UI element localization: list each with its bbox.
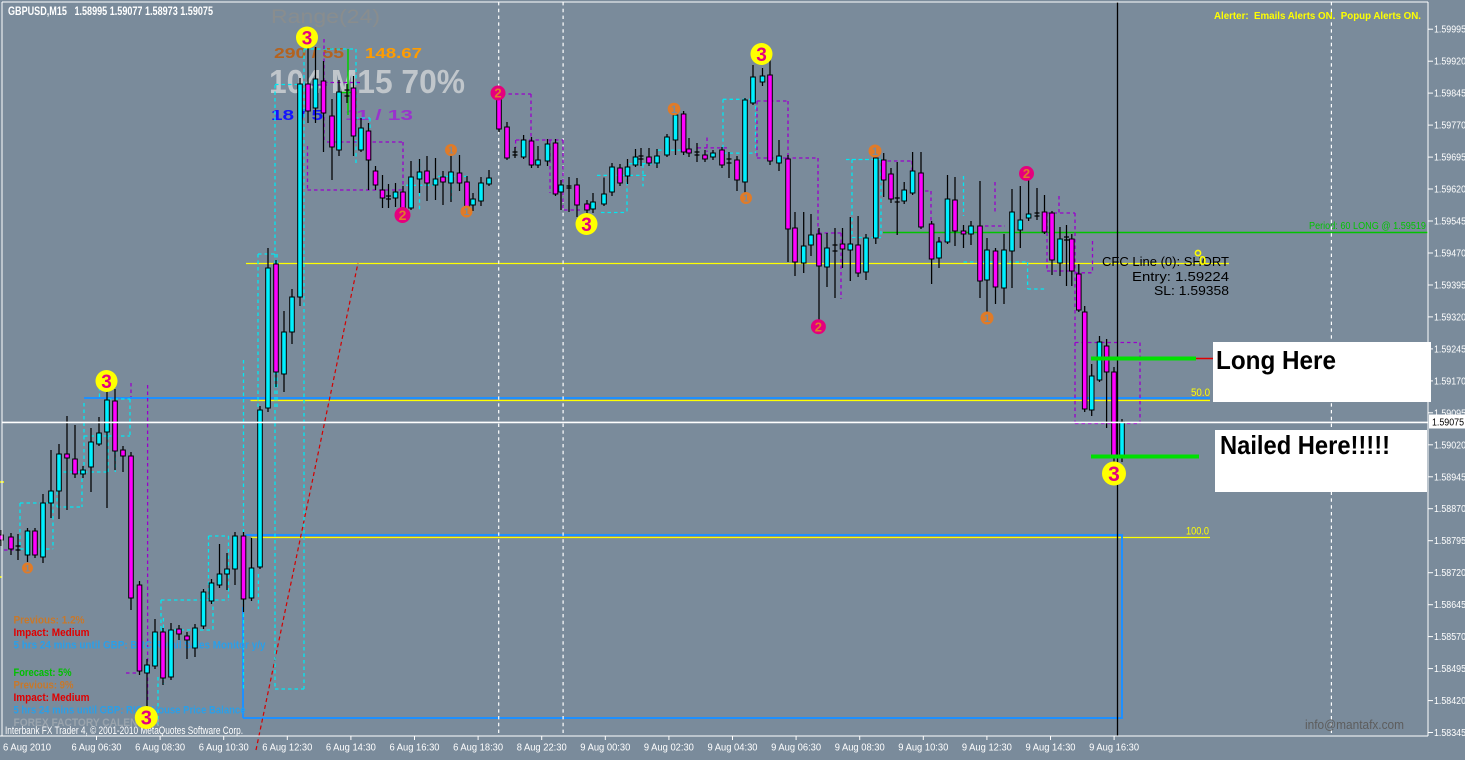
svg-text:1: 1 — [671, 104, 677, 116]
svg-text:1.59770: 1.59770 — [1434, 121, 1465, 132]
svg-text:0: 0 — [1199, 253, 1206, 268]
svg-text:Entry: 1.59224: Entry: 1.59224 — [1132, 270, 1229, 284]
svg-text:Range(24): Range(24) — [271, 7, 380, 28]
svg-text:1.59075: 1.59075 — [1432, 418, 1464, 429]
svg-text:9 Aug 14:30: 9 Aug 14:30 — [1026, 743, 1076, 754]
svg-text:1: 1 — [872, 146, 878, 158]
svg-text:3: 3 — [141, 708, 152, 730]
svg-text:9 Aug 10:30: 9 Aug 10:30 — [898, 743, 948, 754]
svg-text:9 Aug 08:30: 9 Aug 08:30 — [835, 743, 885, 754]
svg-text:1.59920: 1.59920 — [1434, 57, 1465, 68]
svg-text:8 Aug 22:30: 8 Aug 22:30 — [517, 743, 567, 754]
svg-text:1: 1 — [464, 207, 470, 218]
svg-text:6 Aug 12:30: 6 Aug 12:30 — [262, 743, 312, 754]
svg-text:50.0: 50.0 — [1191, 387, 1210, 399]
svg-text:Alerter: Emails Alerts ON. P: Alerter: Emails Alerts ON. Popup Alerts … — [1214, 10, 1421, 22]
svg-text:9 Aug 00:30: 9 Aug 00:30 — [580, 743, 630, 754]
svg-text:1.59470: 1.59470 — [1434, 249, 1465, 260]
svg-text:1.59020: 1.59020 — [1434, 440, 1465, 451]
svg-text:GBPUSD,M15 1.58995 1.59077 1: GBPUSD,M15 1.58995 1.59077 1.58973 1.590… — [8, 4, 213, 18]
svg-text:Long Here: Long Here — [1216, 345, 1336, 375]
svg-text:1: 1 — [448, 146, 454, 157]
svg-text:9 Aug 12:30: 9 Aug 12:30 — [962, 743, 1012, 754]
svg-text:1: 1 — [25, 563, 30, 573]
svg-text:info@mantafx.com: info@mantafx.com — [1305, 717, 1404, 732]
svg-text:6 Aug 10:30: 6 Aug 10:30 — [199, 743, 249, 754]
svg-text:6 Aug 14:30: 6 Aug 14:30 — [326, 743, 376, 754]
svg-text:1.58645: 1.58645 — [1434, 600, 1465, 611]
svg-text:1.59320: 1.59320 — [1434, 312, 1465, 323]
svg-text:1.58945: 1.58945 — [1434, 472, 1465, 483]
svg-text:9 Aug 02:30: 9 Aug 02:30 — [644, 743, 694, 754]
svg-text:1.59170: 1.59170 — [1434, 376, 1465, 387]
svg-text:1.58495: 1.58495 — [1434, 664, 1465, 675]
svg-text:9 Aug 16:30: 9 Aug 16:30 — [1089, 743, 1139, 754]
svg-text:3: 3 — [302, 28, 313, 49]
svg-text:FOREX FACTORY CALENDAR: FOREX FACTORY CALENDAR — [14, 717, 160, 729]
svg-text:Period: 60 LONG @ 1.59519: Period: 60 LONG @ 1.59519 — [1309, 221, 1426, 232]
svg-text:1.59695: 1.59695 — [1434, 153, 1465, 164]
svg-text:1.58570: 1.58570 — [1434, 632, 1465, 643]
svg-text:1.59845: 1.59845 — [1434, 89, 1465, 100]
svg-text:Previous: 1.2%: Previous: 1.2% — [14, 615, 85, 627]
svg-text:3: 3 — [581, 215, 592, 236]
svg-text:Forecast: 5%: Forecast: 5% — [14, 667, 72, 679]
svg-text:1.58870: 1.58870 — [1434, 504, 1465, 515]
svg-text:2: 2 — [815, 319, 822, 334]
svg-text:1.59395: 1.59395 — [1434, 281, 1465, 292]
svg-text:1.59095: 1.59095 — [1434, 408, 1465, 419]
svg-text:1.58345: 1.58345 — [1434, 728, 1465, 739]
svg-text:148.67: 148.67 — [365, 45, 422, 62]
svg-text:11 / 13: 11 / 13 — [345, 107, 413, 124]
svg-text:2: 2 — [494, 86, 501, 101]
svg-text:Interbank FX Trader 4, © 2001-: Interbank FX Trader 4, © 2001-2010 MetaQ… — [5, 725, 243, 737]
svg-text:Impact: Medium: Impact: Medium — [14, 692, 90, 704]
svg-text:9 Aug 04:30: 9 Aug 04:30 — [708, 743, 758, 754]
svg-text:1: 1 — [984, 313, 990, 325]
svg-text:9 Aug 06:30: 9 Aug 06:30 — [771, 743, 821, 754]
svg-text:6 Aug 06:30: 6 Aug 06:30 — [72, 743, 122, 754]
svg-text:6 Aug 16:30: 6 Aug 16:30 — [390, 743, 440, 754]
svg-text:6 Aug 08:30: 6 Aug 08:30 — [135, 743, 185, 754]
svg-text:1.59245: 1.59245 — [1434, 344, 1465, 355]
svg-text:1.58420: 1.58420 — [1434, 696, 1465, 707]
svg-text:100.0: 100.0 — [1186, 526, 1209, 538]
svg-text:1.58795: 1.58795 — [1434, 536, 1465, 547]
svg-text:3: 3 — [101, 372, 112, 393]
svg-text:CFC Line (0): SHORT: CFC Line (0): SHORT — [1102, 255, 1229, 269]
svg-text:SL: 1.59358: SL: 1.59358 — [1154, 284, 1229, 298]
svg-text:5 hrs 24 mins until GBP: RICS: 5 hrs 24 mins until GBP: RICS House Pric… — [14, 705, 246, 717]
svg-text:Previous: 9%: Previous: 9% — [14, 680, 74, 692]
svg-text:1.59545: 1.59545 — [1434, 217, 1465, 228]
svg-text:2: 2 — [1023, 166, 1030, 181]
svg-text:Nailed Here!!!!!: Nailed Here!!!!! — [1220, 430, 1390, 460]
svg-text:1.59620: 1.59620 — [1434, 185, 1465, 196]
svg-text:3: 3 — [1108, 463, 1120, 486]
svg-text:3: 3 — [756, 45, 767, 66]
svg-text:6 Aug 18:30: 6 Aug 18:30 — [453, 743, 503, 754]
svg-text:2: 2 — [399, 207, 407, 223]
svg-text:1: 1 — [743, 194, 749, 205]
svg-text:1.59995: 1.59995 — [1434, 25, 1465, 36]
svg-text:Impact: Medium: Impact: Medium — [14, 627, 90, 639]
svg-text:6 Aug 2010: 6 Aug 2010 — [3, 743, 51, 754]
svg-text:1.58720: 1.58720 — [1434, 568, 1465, 579]
